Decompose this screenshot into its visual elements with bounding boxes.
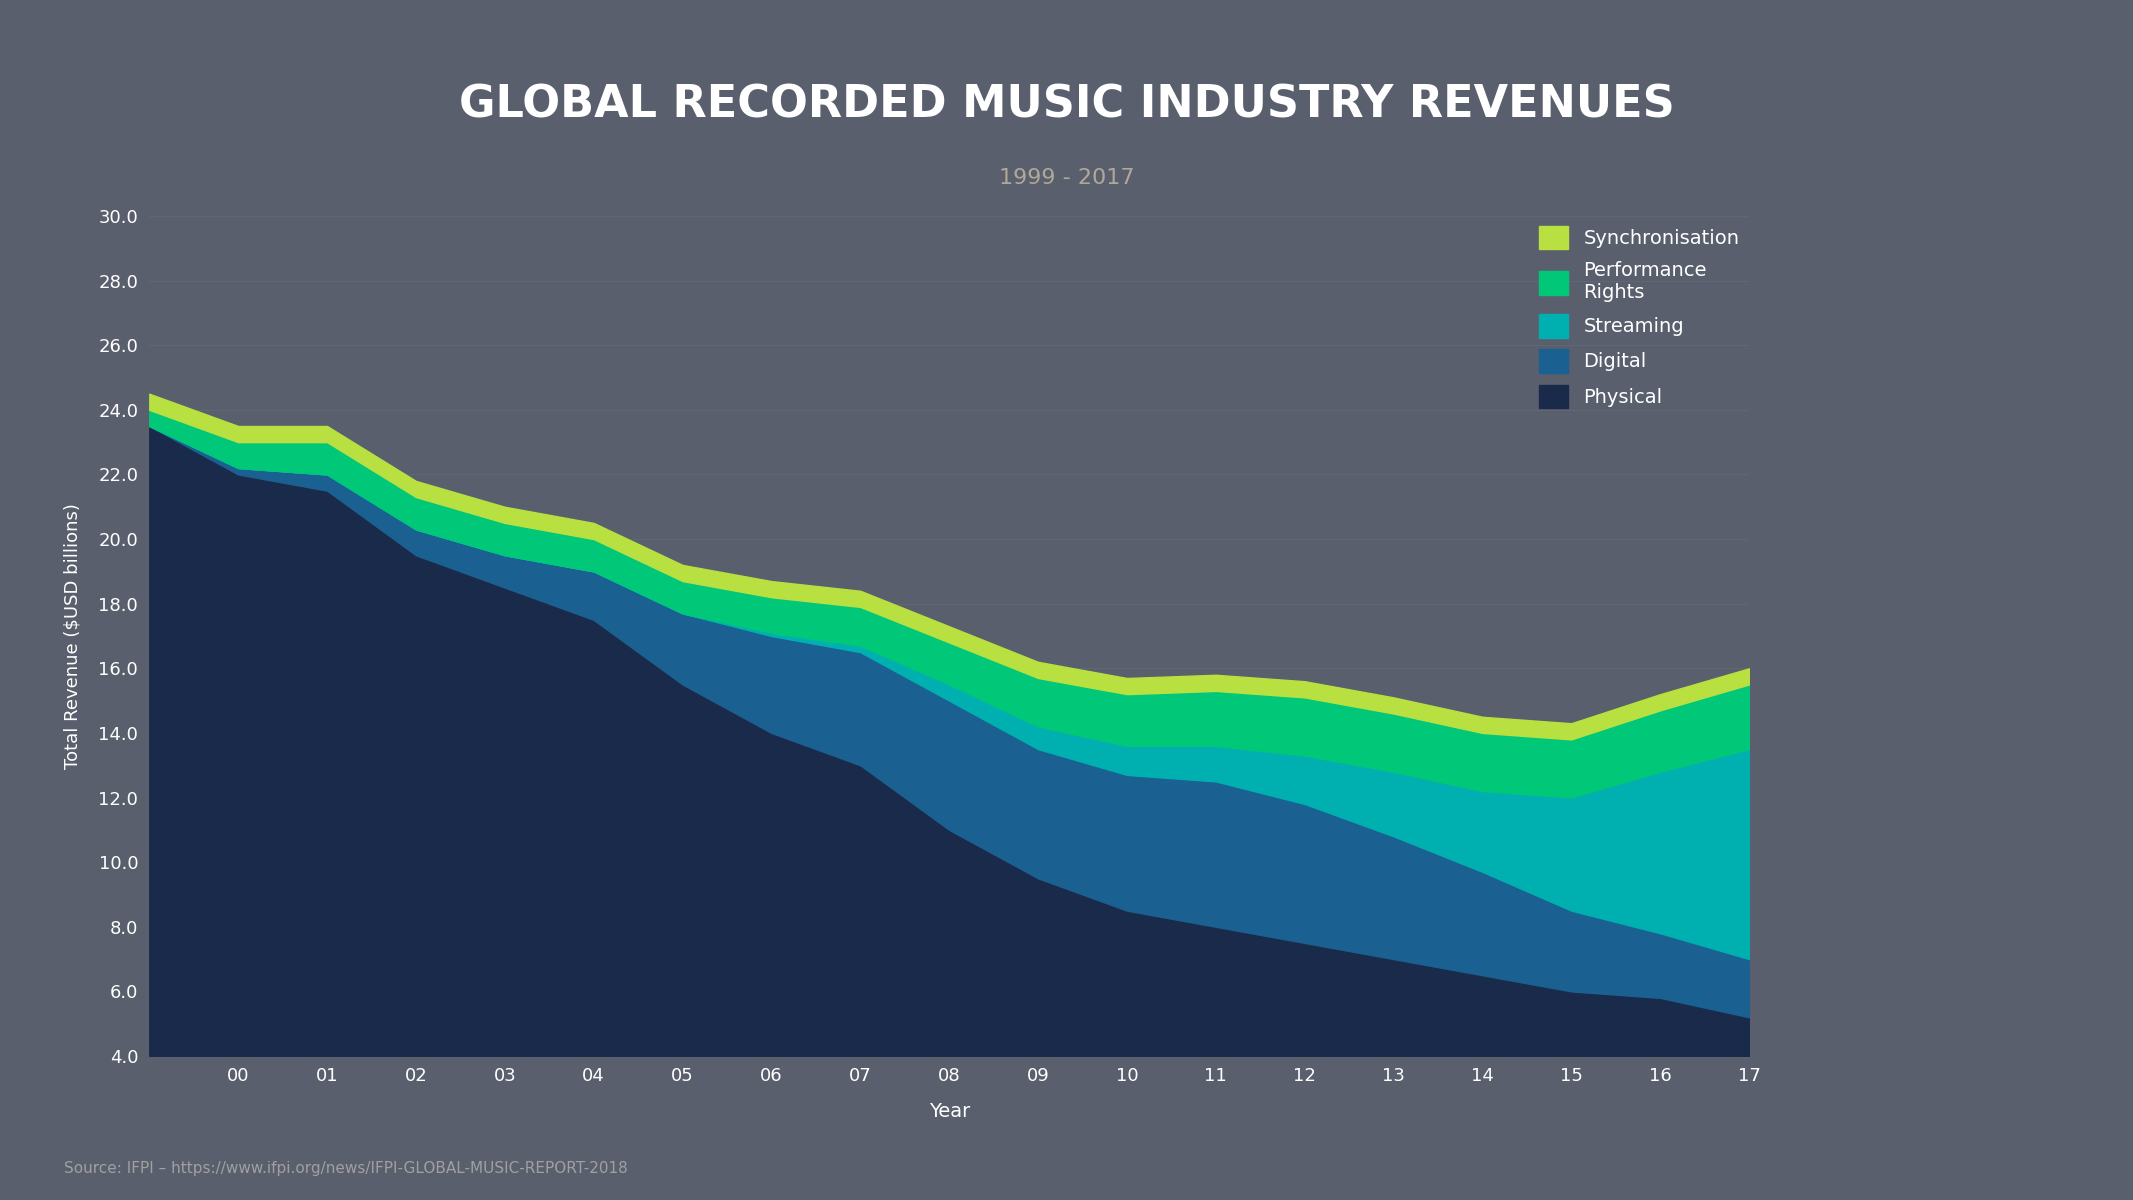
- Y-axis label: Total Revenue ($USD billions): Total Revenue ($USD billions): [64, 503, 81, 769]
- Text: 1999 - 2017: 1999 - 2017: [998, 168, 1135, 188]
- Legend: Synchronisation, Performance
Rights, Streaming, Digital, Physical: Synchronisation, Performance Rights, Str…: [1538, 226, 1738, 408]
- Text: GLOBAL RECORDED MUSIC INDUSTRY REVENUES: GLOBAL RECORDED MUSIC INDUSTRY REVENUES: [459, 84, 1674, 127]
- X-axis label: Year: Year: [928, 1102, 971, 1121]
- Text: Source: IFPI – https://www.ifpi.org/news/IFPI-GLOBAL-MUSIC-REPORT-2018: Source: IFPI – https://www.ifpi.org/news…: [64, 1162, 627, 1176]
